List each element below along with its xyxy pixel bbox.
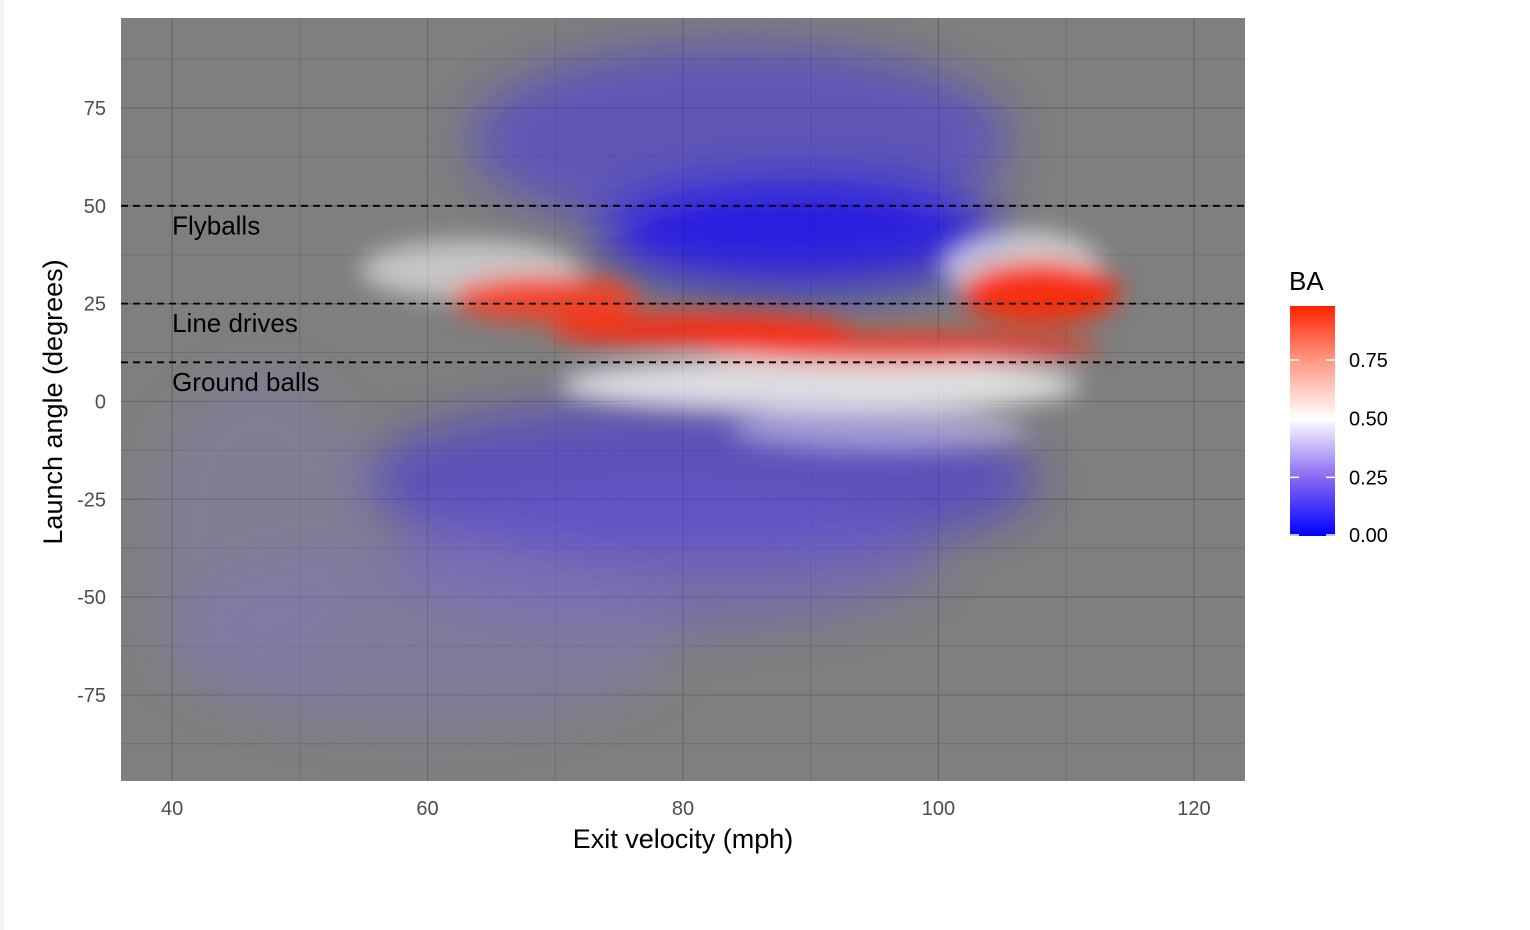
cloud-red-right <box>960 260 1120 324</box>
x-tick-label: 80 <box>672 798 694 820</box>
y-tick-label: 50 <box>84 196 106 218</box>
cloud-red-band-2 <box>700 332 1100 364</box>
reference-lines <box>121 204 1245 364</box>
color-legend: BA 0.00 0.25 0.50 0.75 <box>1289 266 1388 547</box>
y-tick-label: 75 <box>84 98 106 120</box>
y-tick-label: 25 <box>84 294 106 316</box>
y-tick-label: -25 <box>77 489 106 511</box>
cloud-red-left <box>450 274 640 322</box>
y-tick-label: -50 <box>77 587 106 609</box>
x-tick-label: 60 <box>416 798 438 820</box>
x-axis-ticks: 40 60 80 100 120 <box>161 798 1211 820</box>
density-cloud <box>150 45 1120 730</box>
annotation-label: Line drives <box>172 308 298 338</box>
legend-break-label: 0.75 <box>1349 350 1388 372</box>
cloud-fly-core <box>600 180 1000 290</box>
legend-colorbar <box>1290 306 1335 536</box>
x-tick-label: 100 <box>922 798 955 820</box>
cloud-left-purple <box>150 370 370 670</box>
annotations: Flyballs Line drives Ground balls <box>172 210 319 397</box>
y-axis-title: Launch angle (degrees) <box>38 259 68 544</box>
x-tick-label: 40 <box>161 798 183 820</box>
left-border-strip <box>0 0 4 930</box>
legend-break-label: 0.50 <box>1349 409 1388 431</box>
y-tick-label: 0 <box>95 391 106 413</box>
y-axis-ticks: -75 -50 -25 0 25 50 75 <box>77 98 106 707</box>
cloud-white-below <box>560 357 1080 413</box>
legend-break-label: 0.00 <box>1349 525 1388 547</box>
legend-break-label: 0.25 <box>1349 467 1388 489</box>
x-axis-title: Exit velocity (mph) <box>573 824 794 854</box>
legend-breaks: 0.00 0.25 0.50 0.75 <box>1290 350 1388 547</box>
annotation-label: Ground balls <box>172 367 319 397</box>
cloud-white-low <box>730 408 1030 452</box>
legend-title: BA <box>1289 266 1324 296</box>
y-tick-label: -75 <box>77 685 106 707</box>
x-tick-label: 120 <box>1177 798 1210 820</box>
annotation-label: Flyballs <box>172 210 260 240</box>
